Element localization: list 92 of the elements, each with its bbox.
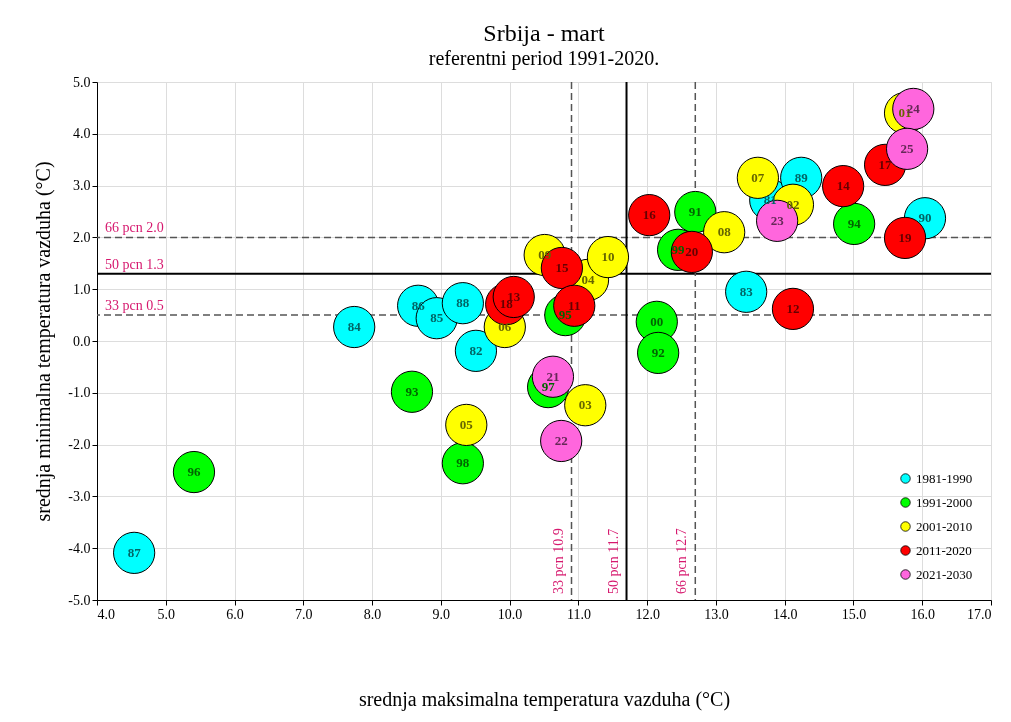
annotation: 20 xyxy=(685,243,699,259)
x-tick-label: 6.0 xyxy=(226,606,244,622)
annotation: 93 xyxy=(405,383,419,399)
legend-label: 1981-1990 xyxy=(916,470,973,486)
point xyxy=(441,282,484,325)
x-tick-label: 11.0 xyxy=(566,606,591,622)
point xyxy=(628,194,671,237)
annotation: 03 xyxy=(578,397,593,413)
annotation: 87 xyxy=(127,544,142,560)
x-tick-label: 17.0 xyxy=(967,606,992,622)
x-tick-label: 4.0 xyxy=(97,606,115,622)
point xyxy=(703,211,746,254)
point xyxy=(172,450,216,494)
x-tick-label: 8.0 xyxy=(363,606,382,622)
x-axis-title: srednja maksimalna temperatura vazduha (°C) xyxy=(358,687,731,711)
annotation: 23 xyxy=(770,212,785,228)
y-tick-label: -2.0 xyxy=(68,437,91,453)
x-tick-label: 16.0 xyxy=(910,606,935,622)
ref-line-label: 33 pcn 10.9 xyxy=(550,528,566,594)
annotation: 89 xyxy=(794,169,809,185)
ref-line-label: 66 pcn 12.7 xyxy=(674,528,690,594)
annotation: 94 xyxy=(847,215,862,231)
annotation: 02 xyxy=(786,196,800,212)
x-tick-label: 9.0 xyxy=(432,606,451,622)
legend-label: 2021-2030 xyxy=(916,566,973,582)
chart-subtitle: referentni period 1991-2020. xyxy=(428,47,660,70)
annotation: 12 xyxy=(786,300,800,316)
annotation: 21 xyxy=(546,368,560,384)
x-tick-label: 14.0 xyxy=(772,606,798,622)
x-tick-label: 7.0 xyxy=(295,606,313,622)
y-axis-title: srednja minimalna temperatura vazduha (°C) xyxy=(32,161,56,522)
annotation: 96 xyxy=(187,464,201,480)
y-tick-label: -4.0 xyxy=(68,540,91,556)
ref-line-label: 50 pcn 11.7 xyxy=(605,528,621,594)
x-tick-label: 5.0 xyxy=(157,606,176,622)
annotation: 92 xyxy=(651,344,665,360)
ref-line-label: 66 pcn 2.0 xyxy=(105,220,164,236)
point xyxy=(333,305,376,349)
ref-line-label: 33 pcn 0.5 xyxy=(105,298,164,314)
annotation: 82 xyxy=(469,342,483,358)
annotation: 04 xyxy=(581,271,596,287)
annotation: 15 xyxy=(555,259,569,275)
point xyxy=(564,384,607,427)
legend-label: 2011-2020 xyxy=(916,542,972,558)
point xyxy=(454,329,498,372)
y-tick-label: -5.0 xyxy=(68,592,91,608)
annotation: 91 xyxy=(688,204,702,220)
ref-line-label: 50 pcn 1.3 xyxy=(105,256,164,272)
point xyxy=(390,370,434,413)
y-tick-label: -3.0 xyxy=(68,488,91,504)
point xyxy=(441,442,484,485)
annotation: 25 xyxy=(900,140,915,156)
point xyxy=(540,419,583,463)
annotation: 83 xyxy=(739,283,754,299)
annotation: 07 xyxy=(751,169,765,185)
annotation: 05 xyxy=(459,416,474,432)
y-tick-label: 5.0 xyxy=(73,74,91,90)
x-tick-label: 10.0 xyxy=(497,606,523,622)
annotation: 84 xyxy=(347,319,362,335)
annotation: 81 xyxy=(763,192,777,208)
annotation: 14 xyxy=(836,178,851,194)
y-tick-label: 3.0 xyxy=(73,178,91,194)
annotation: 85 xyxy=(430,310,444,326)
y-tick-label: 4.0 xyxy=(73,126,91,142)
annotation: 17 xyxy=(878,156,893,172)
point xyxy=(771,287,815,330)
annotation: 16 xyxy=(642,207,657,223)
y-tick-label: 2.0 xyxy=(73,229,91,245)
annotation: 88 xyxy=(456,295,470,311)
x-tick-label: 13.0 xyxy=(704,606,729,622)
point xyxy=(725,270,768,313)
annotation: 98 xyxy=(456,455,470,471)
x-tick-label: 15.0 xyxy=(841,606,867,622)
annotation: 22 xyxy=(554,432,568,448)
y-tick-label: -1.0 xyxy=(68,385,91,401)
point xyxy=(445,403,488,446)
annotation: 19 xyxy=(898,229,913,245)
annotation: 90 xyxy=(918,210,932,226)
legend-label: 1991-2000 xyxy=(916,494,973,510)
annotation: 99 xyxy=(671,241,686,257)
y-tick-label: 1.0 xyxy=(73,281,91,297)
point xyxy=(637,331,680,374)
chart-title: Srbija - mart xyxy=(483,20,605,46)
y-tick-label: 0.0 xyxy=(73,333,91,349)
point xyxy=(833,202,876,246)
x-tick-label: 12.0 xyxy=(635,606,660,622)
annotation: 00 xyxy=(650,313,664,329)
legend-label: 2001-2010 xyxy=(916,518,973,534)
point xyxy=(822,165,865,208)
point xyxy=(113,531,156,574)
annotation: 10 xyxy=(601,249,615,265)
annotation: 08 xyxy=(717,224,732,240)
